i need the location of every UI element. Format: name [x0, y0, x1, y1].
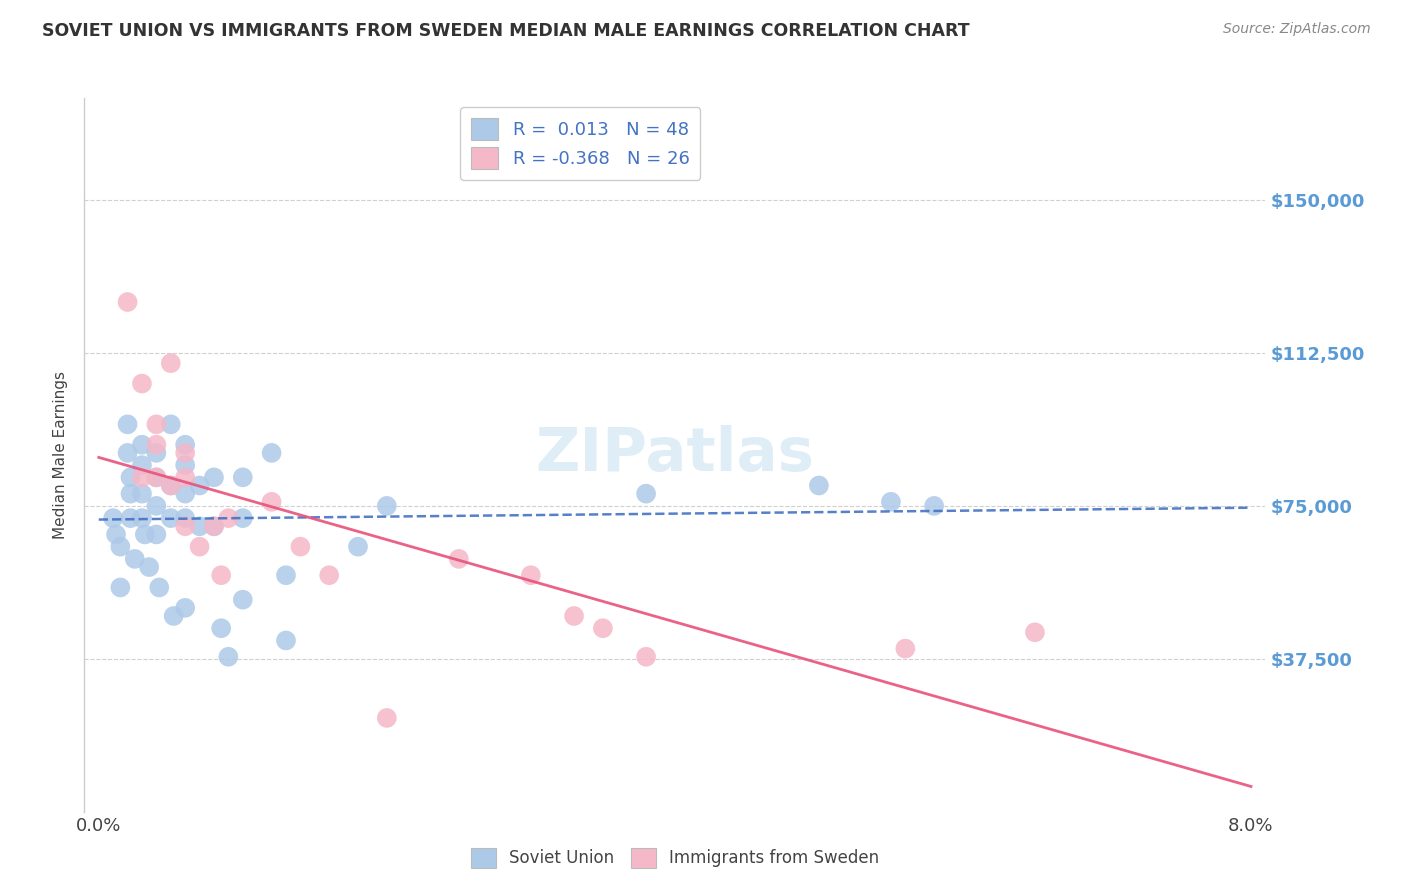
Point: [131, 438, 153, 452]
Point: [894, 641, 917, 656]
Point: [274, 568, 297, 582]
Point: [120, 486, 142, 500]
Point: [145, 470, 167, 484]
Point: [145, 438, 167, 452]
Point: [347, 540, 370, 554]
Point: [131, 486, 153, 500]
Point: [145, 527, 167, 541]
Point: [217, 649, 239, 664]
Point: [174, 446, 197, 460]
Point: [124, 552, 146, 566]
Point: [447, 552, 470, 566]
Point: [562, 609, 585, 624]
Point: [202, 470, 225, 484]
Point: [131, 470, 153, 484]
Point: [260, 446, 283, 460]
Point: [120, 470, 142, 484]
Point: [134, 527, 156, 541]
Point: [174, 511, 197, 525]
Point: [232, 511, 254, 525]
Point: [159, 417, 181, 432]
Point: [188, 478, 211, 492]
Text: Source: ZipAtlas.com: Source: ZipAtlas.com: [1223, 22, 1371, 37]
Point: [145, 470, 167, 484]
Point: [105, 527, 128, 541]
Point: [520, 568, 543, 582]
Point: [174, 519, 197, 533]
Point: [202, 519, 225, 533]
Point: [922, 499, 945, 513]
Point: [209, 568, 232, 582]
Point: [117, 417, 139, 432]
Point: [174, 470, 197, 484]
Point: [159, 511, 181, 525]
Y-axis label: Median Male Earnings: Median Male Earnings: [53, 371, 69, 539]
Point: [117, 446, 139, 460]
Point: [202, 519, 225, 533]
Point: [592, 621, 614, 635]
Point: [159, 478, 181, 492]
Point: [159, 356, 181, 370]
Point: [120, 511, 142, 525]
Point: [1024, 625, 1046, 640]
Point: [260, 495, 283, 509]
Legend: Soviet Union, Immigrants from Sweden: Soviet Union, Immigrants from Sweden: [464, 841, 886, 875]
Point: [174, 600, 197, 615]
Point: [145, 499, 167, 513]
Point: [232, 470, 254, 484]
Point: [131, 376, 153, 391]
Point: [174, 486, 197, 500]
Point: [188, 519, 211, 533]
Point: [110, 581, 132, 595]
Point: [174, 458, 197, 472]
Point: [636, 486, 658, 500]
Point: [318, 568, 340, 582]
Point: [101, 511, 124, 525]
Point: [131, 458, 153, 472]
Point: [138, 560, 160, 574]
Point: [217, 511, 239, 525]
Point: [174, 438, 197, 452]
Point: [807, 478, 830, 492]
Point: [209, 621, 232, 635]
Point: [145, 417, 167, 432]
Point: [880, 495, 903, 509]
Point: [375, 711, 398, 725]
Text: ZIPatlas: ZIPatlas: [536, 425, 814, 484]
Point: [159, 478, 181, 492]
Point: [148, 581, 170, 595]
Point: [636, 649, 658, 664]
Point: [232, 592, 254, 607]
Point: [163, 609, 186, 624]
Point: [117, 295, 139, 310]
Point: [375, 499, 398, 513]
Point: [188, 540, 211, 554]
Point: [274, 633, 297, 648]
Text: SOVIET UNION VS IMMIGRANTS FROM SWEDEN MEDIAN MALE EARNINGS CORRELATION CHART: SOVIET UNION VS IMMIGRANTS FROM SWEDEN M…: [42, 22, 970, 40]
Point: [290, 540, 312, 554]
Point: [110, 540, 132, 554]
Point: [131, 511, 153, 525]
Point: [145, 446, 167, 460]
